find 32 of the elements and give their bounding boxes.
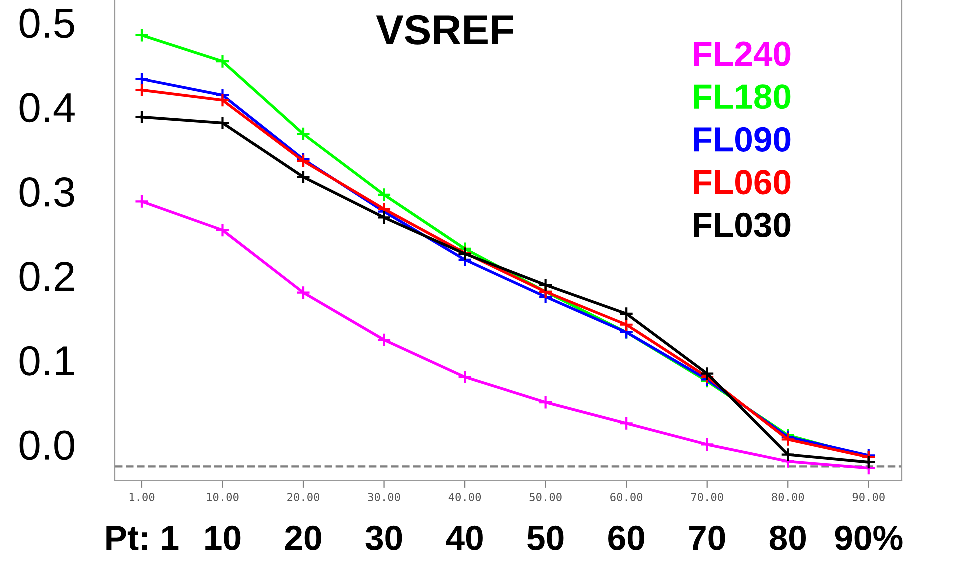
- text: 20: [285, 526, 322, 550]
- x-tick-label: 20.00: [288, 493, 320, 502]
- y-tick-label: 0.0: [20, 430, 74, 460]
- text: 40: [446, 526, 483, 550]
- text: FL030: [694, 212, 791, 238]
- text: 10: [206, 526, 241, 550]
- x-tick-label: 60.00: [610, 493, 643, 502]
- text: FL180: [694, 84, 791, 110]
- x-tick-label: 40.00: [448, 493, 482, 502]
- text: 50: [528, 526, 564, 550]
- y-tick-label: 0.2: [20, 262, 74, 292]
- text: 60: [608, 526, 644, 550]
- x-tick-label: 90.00: [852, 493, 885, 502]
- text: 30: [366, 526, 402, 550]
- chart-title: VSREF: [376, 15, 514, 45]
- text: 80: [770, 526, 806, 550]
- text: 70: [690, 526, 726, 550]
- y-tick-label: 0.3: [20, 178, 74, 208]
- y-tick-label: 0.1: [20, 346, 74, 376]
- y-tick-label: 0.5: [20, 8, 74, 38]
- x-tick-label: 80.00: [772, 493, 804, 502]
- text: Pt: 1: [106, 526, 179, 550]
- x-tick-label: 30.00: [368, 493, 400, 502]
- text: 90%: [835, 526, 903, 550]
- text: FL060: [694, 170, 791, 195]
- x-tick-label: 10.00: [207, 493, 239, 502]
- x-tick-label: 50.00: [530, 493, 562, 502]
- y-tick-label: 0.4: [20, 93, 75, 123]
- x-tick-label: 70.00: [691, 493, 724, 502]
- x-tick-label: 1.00: [130, 493, 155, 502]
- text: FL090: [694, 127, 791, 152]
- text: FL240: [694, 42, 791, 66]
